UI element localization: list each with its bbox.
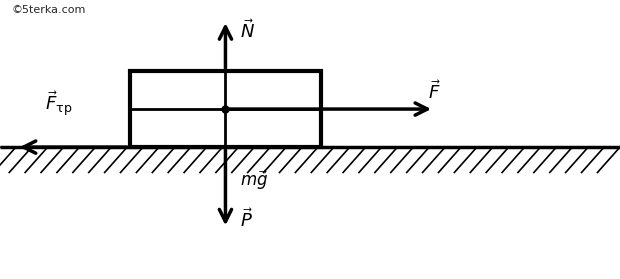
Text: $m\vec{g}$: $m\vec{g}$	[239, 168, 268, 192]
Text: $\vec{F}_{\mathrm{\tau p}}$: $\vec{F}_{\mathrm{\tau p}}$	[45, 90, 73, 119]
Text: $\vec{N}$: $\vec{N}$	[239, 19, 255, 42]
Text: $\vec{F}$: $\vec{F}$	[428, 80, 441, 103]
Text: $\vec{P}$: $\vec{P}$	[239, 208, 252, 231]
Text: ©5terka.com: ©5terka.com	[11, 5, 86, 15]
